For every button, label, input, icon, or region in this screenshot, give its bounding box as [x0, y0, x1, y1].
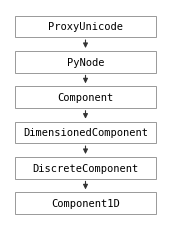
FancyBboxPatch shape — [15, 17, 156, 38]
FancyBboxPatch shape — [15, 87, 156, 109]
Text: Component: Component — [57, 93, 114, 103]
Text: ProxyUnicode: ProxyUnicode — [48, 22, 123, 32]
Text: DimensionedComponent: DimensionedComponent — [23, 128, 148, 138]
FancyBboxPatch shape — [15, 52, 156, 73]
Text: DiscreteComponent: DiscreteComponent — [32, 163, 139, 173]
Text: PyNode: PyNode — [67, 57, 104, 67]
FancyBboxPatch shape — [15, 192, 156, 214]
FancyBboxPatch shape — [15, 157, 156, 179]
FancyBboxPatch shape — [15, 122, 156, 144]
Text: Component1D: Component1D — [51, 198, 120, 208]
